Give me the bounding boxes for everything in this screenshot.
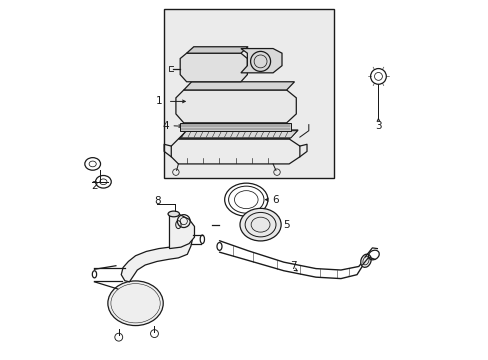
Text: 1: 1 (156, 96, 163, 107)
Polygon shape (183, 82, 294, 90)
Polygon shape (169, 214, 194, 249)
Text: 2: 2 (91, 181, 98, 192)
Ellipse shape (108, 281, 163, 325)
Bar (164, 9, 333, 178)
Polygon shape (121, 238, 192, 282)
Ellipse shape (360, 254, 370, 267)
Polygon shape (180, 131, 297, 138)
Ellipse shape (168, 211, 179, 217)
Text: 8: 8 (154, 197, 161, 206)
Polygon shape (176, 90, 296, 123)
Polygon shape (180, 53, 247, 82)
Text: 3: 3 (374, 121, 381, 131)
Polygon shape (180, 123, 290, 131)
Text: 7: 7 (290, 261, 297, 271)
Text: 6: 6 (272, 195, 279, 204)
Text: 4: 4 (163, 121, 169, 131)
Polygon shape (186, 47, 247, 53)
Ellipse shape (240, 208, 281, 241)
Text: 5: 5 (283, 220, 289, 230)
Polygon shape (241, 49, 282, 73)
